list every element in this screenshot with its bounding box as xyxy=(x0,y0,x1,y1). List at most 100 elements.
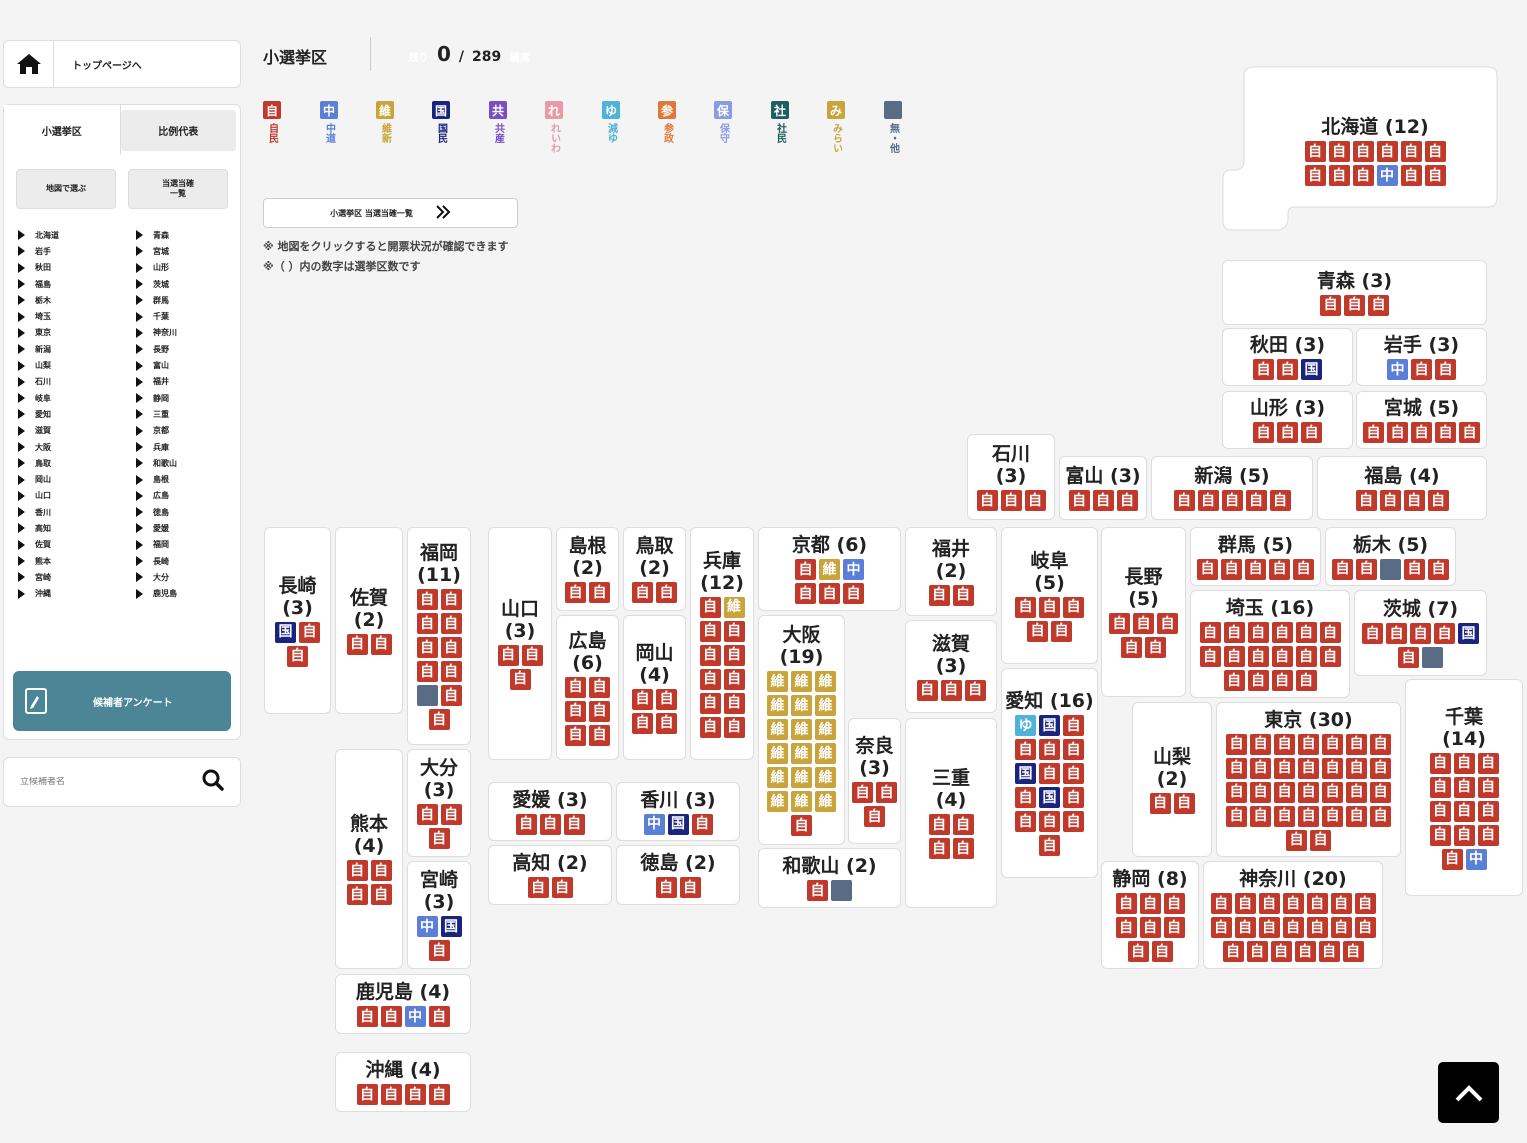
prefecture-link[interactable]: 福岡 xyxy=(136,537,236,553)
prefecture-kagawa[interactable]: 香川 (3) 中国自 xyxy=(616,782,740,841)
prefecture-wakayama[interactable]: 和歌山 (2) 自 xyxy=(758,848,901,908)
prefecture-gifu[interactable]: 岐阜 (5) 自自自自自 xyxy=(1001,527,1098,664)
prefecture-link[interactable]: 滋賀 xyxy=(18,423,136,439)
prefecture-ehime[interactable]: 愛媛 (3) 自自自 xyxy=(488,782,612,841)
prefecture-osaka[interactable]: 大阪 (19) 維維維維維維維維維維維維維維維維維維自 xyxy=(758,615,845,845)
prefecture-chiba[interactable]: 千葉 (14) 自自自自自自自自自自自自自中 xyxy=(1405,679,1523,896)
prefecture-link[interactable]: 兵庫 xyxy=(136,439,236,455)
prefecture-link[interactable]: 島根 xyxy=(136,471,236,487)
prefecture-link[interactable]: 千葉 xyxy=(136,308,236,324)
prefecture-link[interactable]: 愛媛 xyxy=(136,520,236,536)
prefecture-link[interactable]: 北海道 xyxy=(18,227,136,243)
prefecture-kochi[interactable]: 高知 (2) 自自 xyxy=(488,845,612,905)
prefecture-link[interactable]: 広島 xyxy=(136,488,236,504)
prefecture-kagoshima[interactable]: 鹿児島 (4) 自自中自 xyxy=(335,974,471,1034)
prefecture-tottori[interactable]: 鳥取 (2) 自自 xyxy=(623,527,686,611)
candidate-survey-button[interactable]: 候補者アンケート xyxy=(13,671,231,731)
prefecture-aomori[interactable]: 青森 (3) 自自自 xyxy=(1222,260,1487,325)
prefecture-saitama[interactable]: 埼玉 (16) 自自自自自自自自自自自自自自自自 xyxy=(1190,590,1350,698)
candidate-search-input[interactable] xyxy=(20,777,180,787)
prefecture-link[interactable]: 石川 xyxy=(18,374,136,390)
prefecture-link[interactable]: 長崎 xyxy=(136,553,236,569)
prefecture-fukuoka[interactable]: 福岡 (11) 自自自自自自自自自自 xyxy=(407,527,471,745)
prefecture-shimane[interactable]: 島根 (2) 自自 xyxy=(556,527,619,611)
prefecture-yamagata[interactable]: 山形 (3) 自自自 xyxy=(1222,391,1353,449)
prefecture-link[interactable]: 東京 xyxy=(18,325,136,341)
winners-list-button[interactable]: 当選当確 一覧 xyxy=(128,169,228,209)
prefecture-link[interactable]: 岡山 xyxy=(18,471,136,487)
prefecture-aichi[interactable]: 愛知 (16) ゆ国自自自自国自自自国自自自自自 xyxy=(1001,668,1098,878)
tab-proportional[interactable]: 比例代表 xyxy=(120,110,236,151)
prefecture-hokkaido[interactable]: 北海道 (12) 自自自自自自自自自中自自 xyxy=(1290,96,1460,206)
prefecture-link[interactable]: 大分 xyxy=(136,569,236,585)
prefecture-mie[interactable]: 三重 (4) 自自自自 xyxy=(905,718,997,908)
prefecture-link[interactable]: 神奈川 xyxy=(136,325,236,341)
prefecture-miyazaki[interactable]: 宮崎 (3) 中国自 xyxy=(407,861,471,969)
prefecture-tokushima[interactable]: 徳島 (2) 自自 xyxy=(616,845,740,905)
prefecture-link[interactable]: 佐賀 xyxy=(18,537,136,553)
prefecture-akita[interactable]: 秋田 (3) 自自国 xyxy=(1222,328,1353,386)
back-to-top-button[interactable] xyxy=(1438,1062,1499,1123)
prefecture-kumamoto[interactable]: 熊本 (4) 自自自自 xyxy=(335,749,403,969)
prefecture-gunma[interactable]: 群馬 (5) 自自自自自 xyxy=(1190,527,1321,586)
search-icon[interactable] xyxy=(202,769,224,795)
prefecture-okinawa[interactable]: 沖縄 (4) 自自自自 xyxy=(335,1052,471,1112)
prefecture-link[interactable]: 鹿児島 xyxy=(136,586,236,602)
prefecture-link[interactable]: 山形 xyxy=(136,260,236,276)
prefecture-okayama[interactable]: 岡山 (4) 自自自自 xyxy=(623,615,686,760)
prefecture-fukui[interactable]: 福井 (2) 自自 xyxy=(905,527,997,616)
prefecture-kanagawa[interactable]: 神奈川 (20) 自自自自自自自自自自自自自自自自自自自自 xyxy=(1203,861,1383,969)
prefecture-oita[interactable]: 大分 (3) 自自自 xyxy=(407,749,471,857)
home-link[interactable]: トップページへ xyxy=(3,40,241,88)
winners-list-link[interactable]: 小選挙区 当選当確一覧 xyxy=(263,198,518,228)
prefecture-link[interactable]: 熊本 xyxy=(18,553,136,569)
prefecture-shiga[interactable]: 滋賀 (3) 自自自 xyxy=(905,620,997,713)
prefecture-nara[interactable]: 奈良 (3) 自自自 xyxy=(848,718,901,844)
prefecture-link[interactable]: 福井 xyxy=(136,374,236,390)
prefecture-link[interactable]: 富山 xyxy=(136,357,236,373)
prefecture-fukushima[interactable]: 福島 (4) 自自自自 xyxy=(1317,456,1487,520)
prefecture-kyoto[interactable]: 京都 (6) 自維中自自自 xyxy=(758,527,901,611)
prefecture-saga[interactable]: 佐賀 (2) 自自 xyxy=(335,527,403,714)
select-by-map-button[interactable]: 地図で選ぶ xyxy=(16,169,116,209)
prefecture-link[interactable]: 鳥取 xyxy=(18,455,136,471)
prefecture-link[interactable]: 山梨 xyxy=(18,357,136,373)
prefecture-link[interactable]: 徳島 xyxy=(136,504,236,520)
prefecture-nagano[interactable]: 長野 (5) 自自自自自 xyxy=(1101,527,1186,697)
prefecture-link[interactable]: 沖縄 xyxy=(18,586,136,602)
prefecture-shizuoka[interactable]: 静岡 (8) 自自自自自自自自 xyxy=(1101,861,1199,969)
prefecture-link[interactable]: 長野 xyxy=(136,341,236,357)
prefecture-nagasaki[interactable]: 長崎 (3) 国自自 xyxy=(264,527,331,714)
prefecture-tokyo[interactable]: 東京 (30) 自自自自自自自自自自自自自自自自自自自自自自自自自自自自自自 xyxy=(1216,702,1401,857)
prefecture-niigata[interactable]: 新潟 (5) 自自自自自 xyxy=(1151,456,1313,520)
prefecture-link[interactable]: 大阪 xyxy=(18,439,136,455)
prefecture-link[interactable]: 愛知 xyxy=(18,406,136,422)
prefecture-link[interactable]: 和歌山 xyxy=(136,455,236,471)
prefecture-link[interactable]: 高知 xyxy=(18,520,136,536)
tab-single-seat[interactable]: 小選挙区 xyxy=(4,105,121,155)
prefecture-link[interactable]: 静岡 xyxy=(136,390,236,406)
prefecture-link[interactable]: 香川 xyxy=(18,504,136,520)
prefecture-link[interactable]: 福島 xyxy=(18,276,136,292)
prefecture-link[interactable]: 宮城 xyxy=(136,243,236,259)
prefecture-yamaguchi[interactable]: 山口 (3) 自自自 xyxy=(488,527,552,760)
prefecture-iwate[interactable]: 岩手 (3) 中自自 xyxy=(1356,328,1487,386)
prefecture-link[interactable]: 岩手 xyxy=(18,243,136,259)
prefecture-ibaraki[interactable]: 茨城 (7) 自自自自国自 xyxy=(1354,590,1487,676)
prefecture-tochigi[interactable]: 栃木 (5) 自自自自 xyxy=(1325,527,1456,586)
prefecture-link[interactable]: 栃木 xyxy=(18,292,136,308)
prefecture-link[interactable]: 群馬 xyxy=(136,292,236,308)
prefecture-ishikawa[interactable]: 石川 (3) 自自自 xyxy=(967,434,1055,520)
prefecture-yamanashi[interactable]: 山梨 (2) 自自 xyxy=(1132,702,1212,857)
prefecture-link[interactable]: 京都 xyxy=(136,423,236,439)
prefecture-link[interactable]: 宮崎 xyxy=(18,569,136,585)
prefecture-link[interactable]: 三重 xyxy=(136,406,236,422)
prefecture-miyagi[interactable]: 宮城 (5) 自自自自自 xyxy=(1356,391,1487,449)
prefecture-hiroshima[interactable]: 広島 (6) 自自自自自自 xyxy=(556,615,619,760)
prefecture-link[interactable]: 岐阜 xyxy=(18,390,136,406)
prefecture-link[interactable]: 茨城 xyxy=(136,276,236,292)
prefecture-toyama[interactable]: 富山 (3) 自自自 xyxy=(1059,456,1147,520)
prefecture-link[interactable]: 秋田 xyxy=(18,260,136,276)
prefecture-link[interactable]: 山口 xyxy=(18,488,136,504)
prefecture-hyogo[interactable]: 兵庫 (12) 自維自自自自自自自自自自 xyxy=(690,527,754,760)
